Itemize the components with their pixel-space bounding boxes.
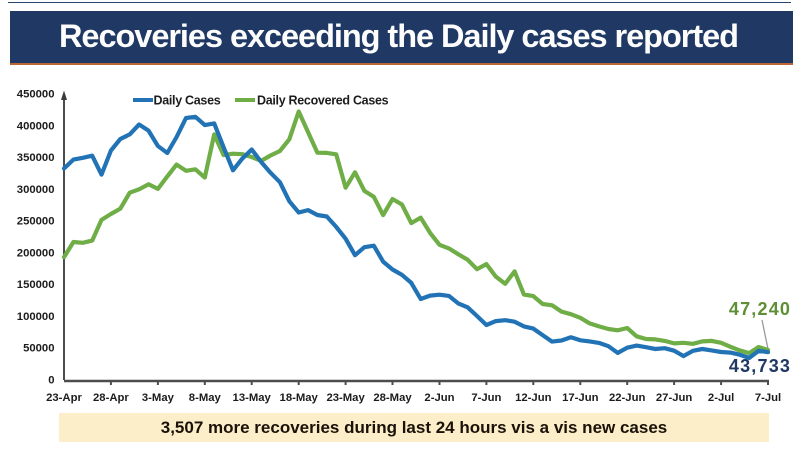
svg-text:8-May: 8-May: [189, 392, 222, 404]
svg-text:Daily Cases: Daily Cases: [154, 94, 221, 108]
svg-text:13-May: 13-May: [233, 392, 272, 404]
svg-text:28-Apr: 28-Apr: [93, 392, 129, 404]
svg-text:2-Jun: 2-Jun: [424, 392, 454, 404]
svg-text:12-Jun: 12-Jun: [515, 392, 552, 404]
svg-text:2-Jul: 2-Jul: [708, 392, 734, 404]
svg-text:47,240: 47,240: [729, 299, 791, 319]
svg-text:7-Jul: 7-Jul: [755, 392, 781, 404]
svg-text:400000: 400000: [17, 120, 55, 132]
svg-text:23-May: 23-May: [326, 392, 365, 404]
svg-text:450000: 450000: [17, 89, 55, 101]
svg-text:28-May: 28-May: [373, 392, 412, 404]
svg-text:17-Jun: 17-Jun: [562, 392, 599, 404]
svg-text:27-Jun: 27-Jun: [656, 392, 693, 404]
svg-text:200000: 200000: [17, 247, 55, 259]
svg-text:18-May: 18-May: [280, 392, 319, 404]
svg-text:50000: 50000: [23, 343, 54, 355]
svg-text:3-May: 3-May: [142, 392, 175, 404]
svg-text:7-Jun: 7-Jun: [471, 392, 501, 404]
svg-text:250000: 250000: [17, 216, 55, 228]
svg-text:43,733: 43,733: [729, 356, 791, 376]
svg-text:22-Jun: 22-Jun: [609, 392, 646, 404]
svg-text:Daily Recovered Cases: Daily Recovered Cases: [257, 94, 389, 108]
svg-text:0: 0: [48, 375, 54, 387]
svg-text:350000: 350000: [17, 152, 55, 164]
svg-text:100000: 100000: [17, 311, 55, 323]
svg-text:300000: 300000: [17, 184, 55, 196]
svg-text:23-Apr: 23-Apr: [46, 392, 82, 404]
svg-text:150000: 150000: [17, 279, 55, 291]
